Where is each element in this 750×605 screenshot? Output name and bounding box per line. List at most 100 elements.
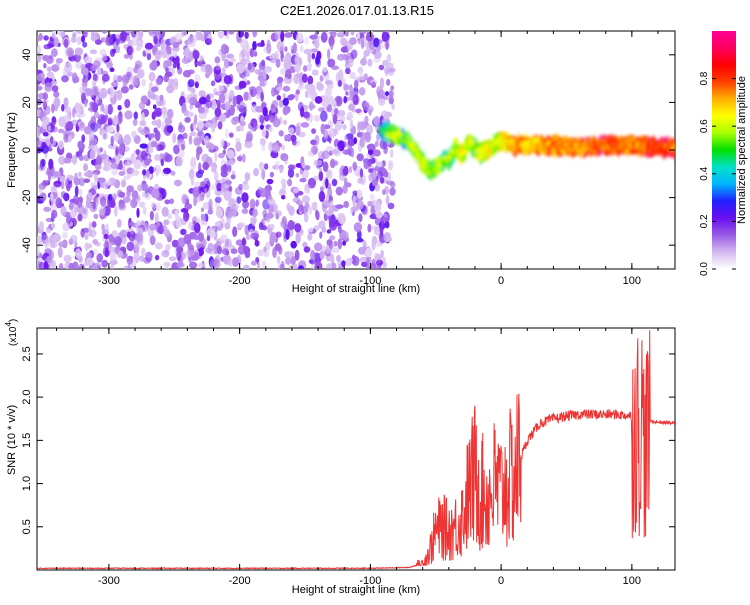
- heatmap-cell: [183, 31, 187, 36]
- heatmap-cell: [316, 81, 322, 88]
- heatmap-cell: [336, 32, 346, 38]
- heatmap-cell: [356, 200, 364, 210]
- heatmap-cell: [284, 135, 293, 141]
- heatmap-cell: [372, 199, 377, 206]
- heatmap-cell: [74, 47, 84, 56]
- heatmap-cell: [88, 221, 93, 232]
- heatmap-cell: [43, 206, 52, 212]
- heatmap-cell: [304, 165, 311, 171]
- heatmap-cell: [308, 258, 317, 265]
- heatmap-cell: [101, 73, 110, 82]
- heatmap-cell: [76, 197, 83, 208]
- heatmap-cell: [366, 143, 375, 151]
- heatmap-cell: [170, 170, 176, 176]
- heatmap-cell: [154, 164, 162, 175]
- heatmap-cell: [311, 128, 317, 135]
- heatmap-cell: [241, 237, 246, 247]
- heatmap-cell: [339, 115, 346, 123]
- heatmap-cell: [68, 135, 72, 143]
- heatmap-cell: [230, 174, 236, 179]
- heatmap-cell: [218, 93, 226, 104]
- heatmap-cell: [244, 172, 251, 182]
- heatmap-cell: [282, 85, 291, 92]
- heatmap-cell: [337, 140, 345, 152]
- heatmap-cell: [324, 87, 332, 98]
- heatmap-cell: [155, 202, 161, 212]
- heatmap-cell: [337, 238, 343, 250]
- heatmap-cell: [192, 50, 200, 60]
- spectrogram-x-axis-label: Height of straight line (km): [292, 283, 420, 295]
- heatmap-cell: [387, 160, 392, 172]
- heatmap-cell: [137, 184, 143, 192]
- y-tick-label: 40: [21, 49, 33, 61]
- heatmap-cell: [385, 91, 389, 96]
- heatmap-cell: [51, 48, 58, 58]
- colorbar: 0.0 0.2 0.4 0.6 0.8 Normalized spectral ampl…: [699, 31, 748, 276]
- heatmap-cell: [161, 249, 170, 258]
- heatmap-cell: [37, 85, 43, 91]
- heatmap-cell: [117, 105, 122, 111]
- heatmap-cell: [58, 116, 67, 127]
- heatmap-cell: [38, 261, 45, 269]
- heatmap-cell: [123, 53, 130, 59]
- heatmap-cell: [171, 239, 179, 248]
- heatmap-cell: [183, 70, 192, 78]
- heatmap-cell: [126, 167, 134, 175]
- heatmap-cell: [258, 161, 265, 171]
- heatmap-cell: [157, 225, 164, 235]
- heatmap-cell: [49, 171, 54, 177]
- heatmap-cell: [299, 45, 304, 53]
- heatmap-cell: [331, 149, 340, 155]
- heatmap-cell: [376, 259, 383, 266]
- heatmap-cell: [236, 125, 241, 132]
- heatmap-cell: [49, 136, 54, 144]
- heatmap-cell: [341, 260, 346, 267]
- heatmap-cell: [235, 141, 242, 152]
- heatmap-cell: [357, 177, 364, 184]
- heatmap-cell: [358, 247, 366, 255]
- heatmap-cell: [197, 232, 204, 242]
- heatmap-cell: [347, 111, 353, 120]
- heatmap-cell: [200, 181, 206, 188]
- heatmap-cell: [143, 126, 150, 134]
- heatmap-cell: [362, 55, 367, 65]
- heatmap-cell: [149, 235, 156, 246]
- heatmap-cell: [75, 60, 83, 69]
- heatmap-cell: [111, 81, 119, 87]
- heatmap-cell: [138, 31, 144, 40]
- heatmap-cell: [76, 36, 82, 46]
- heatmap-cell: [41, 158, 46, 167]
- heatmap-cell: [352, 94, 359, 106]
- x-tick-label: 0: [498, 275, 504, 287]
- heatmap-cell: [298, 204, 304, 212]
- heatmap-cell: [285, 68, 291, 77]
- heatmap-cell: [262, 106, 268, 117]
- heatmap-cell: [146, 168, 150, 178]
- heatmap-cell: [327, 48, 331, 60]
- heatmap-cell: [261, 168, 266, 180]
- heatmap-cell: [284, 46, 288, 52]
- heatmap-cell: [302, 195, 310, 204]
- heatmap-cell: [367, 223, 372, 233]
- snr-multiplier-close: ): [8, 319, 19, 322]
- heatmap-cell: [315, 55, 321, 65]
- heatmap-cell: [189, 261, 198, 269]
- heatmap-cell: [79, 121, 85, 129]
- heatmap-cell: [128, 221, 135, 227]
- heatmap-cell: [322, 204, 327, 213]
- heatmap-cell: [83, 126, 92, 135]
- heatmap-cell: [200, 213, 204, 221]
- heatmap-cell: [364, 73, 368, 81]
- heatmap-cell: [209, 143, 215, 151]
- heatmap-cell: [132, 118, 138, 127]
- heatmap-cell: [316, 159, 323, 167]
- heatmap-cell: [101, 129, 109, 141]
- heatmap-cell: [320, 110, 328, 122]
- heatmap-cell: [373, 51, 382, 59]
- heatmap-cell: [97, 67, 102, 76]
- heatmap-cell: [281, 216, 287, 226]
- heatmap-cell: [59, 175, 66, 183]
- heatmap-cell: [319, 250, 325, 260]
- heatmap-cell: [228, 132, 234, 138]
- heatmap-cell: [211, 184, 218, 191]
